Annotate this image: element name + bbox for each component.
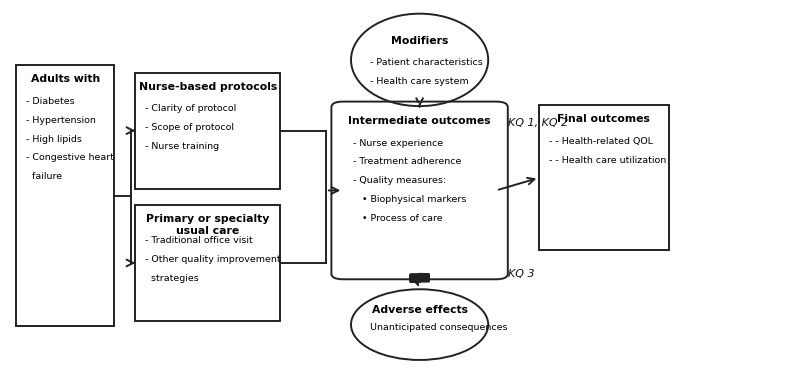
Text: KQ 1, KQ 2: KQ 1, KQ 2: [508, 118, 569, 128]
Text: • Biophysical markers: • Biophysical markers: [353, 195, 466, 204]
Text: - Nurse experience: - Nurse experience: [353, 139, 442, 148]
Text: Intermediate outcomes: Intermediate outcomes: [348, 116, 491, 126]
Text: - Clarity of protocol: - Clarity of protocol: [145, 104, 236, 113]
Text: - Traditional office visit: - Traditional office visit: [145, 236, 253, 245]
Text: Final outcomes: Final outcomes: [558, 114, 650, 124]
Text: Modifiers: Modifiers: [391, 36, 448, 46]
Text: Primary or specialty
usual care: Primary or specialty usual care: [146, 214, 270, 236]
Text: - Other quality improvement: - Other quality improvement: [145, 255, 281, 264]
Text: - Diabetes: - Diabetes: [26, 97, 74, 106]
Text: - Health care system: - Health care system: [370, 77, 469, 86]
Text: - Scope of protocol: - Scope of protocol: [145, 123, 234, 132]
Text: - Congestive heart: - Congestive heart: [26, 154, 114, 162]
Bar: [135, 73, 281, 189]
Bar: [16, 65, 114, 326]
Bar: [539, 105, 669, 250]
Text: Nurse-based protocols: Nurse-based protocols: [138, 82, 277, 92]
Text: - Quality measures:: - Quality measures:: [353, 176, 446, 185]
Text: - - Health care utilization: - - Health care utilization: [549, 156, 666, 165]
Text: - - Health-related QOL: - - Health-related QOL: [549, 137, 653, 146]
Bar: [135, 205, 281, 321]
Text: - Nurse training: - Nurse training: [145, 142, 219, 151]
Text: - Treatment adherence: - Treatment adherence: [353, 158, 461, 166]
Text: Adults with: Adults with: [30, 74, 100, 84]
Text: Unanticipated consequences: Unanticipated consequences: [370, 323, 508, 332]
Text: KQ 3: KQ 3: [508, 269, 535, 279]
Text: strategies: strategies: [145, 274, 198, 283]
Text: - Patient characteristics: - Patient characteristics: [370, 58, 483, 67]
Text: Adverse effects: Adverse effects: [371, 306, 467, 316]
Text: - High lipids: - High lipids: [26, 135, 82, 144]
Text: - Hypertension: - Hypertension: [26, 116, 95, 125]
Text: failure: failure: [26, 172, 62, 181]
Text: • Process of care: • Process of care: [353, 214, 442, 223]
